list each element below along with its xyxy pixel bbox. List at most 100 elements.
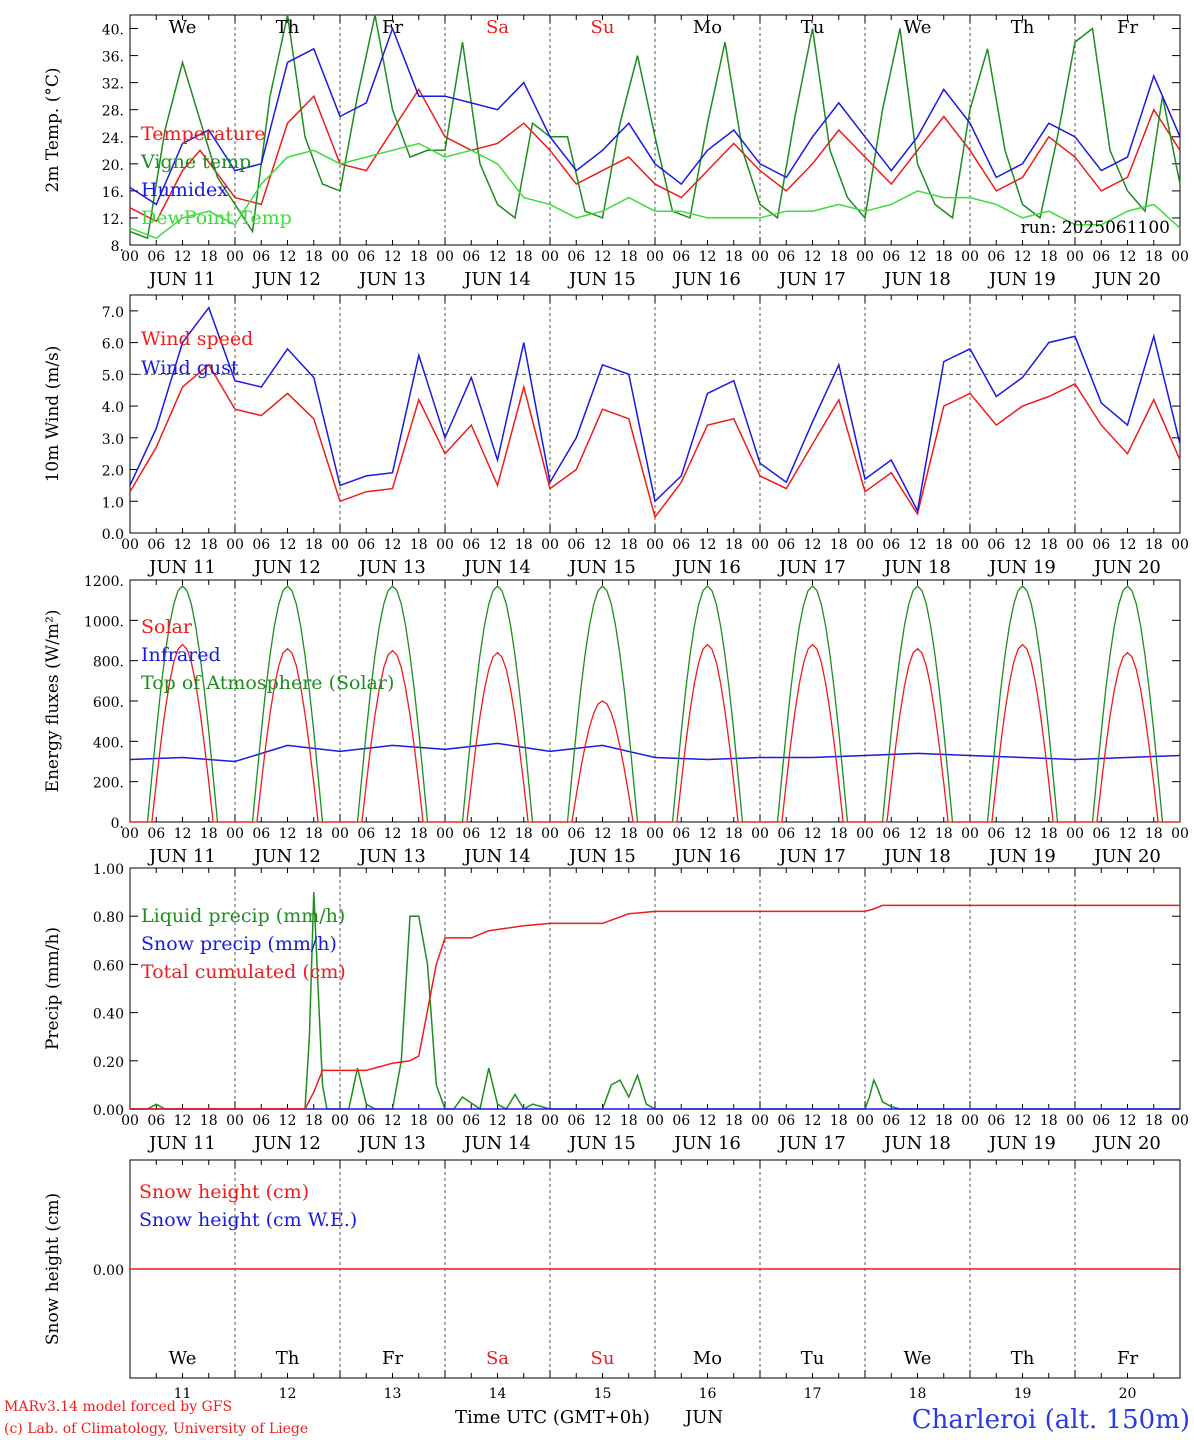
hour-tick-label: 18 bbox=[620, 1113, 638, 1129]
y-tick-label: 7.0 bbox=[102, 305, 124, 321]
hour-tick-label: 00 bbox=[1066, 249, 1084, 265]
hour-tick-label: 00 bbox=[856, 537, 874, 553]
day-number-label: 18 bbox=[909, 1386, 927, 1402]
date-label: JUN 15 bbox=[567, 846, 636, 867]
y-tick-label: 0. bbox=[111, 816, 124, 832]
y-tick-label: 400. bbox=[93, 735, 124, 751]
hour-tick-label: 18 bbox=[305, 249, 323, 265]
hour-tick-label: 06 bbox=[672, 537, 690, 553]
hour-tick-label: 06 bbox=[672, 826, 690, 842]
hour-tick-label: 00 bbox=[961, 1113, 979, 1129]
panel-wind: 0.0 1.0 2.0 3.0 4.0 5.0 6.0 7.0 10m Wind (m/s) Wi… bbox=[43, 294, 1189, 578]
hour-tick-label: 00 bbox=[751, 826, 769, 842]
date-label: JUN 13 bbox=[357, 1133, 426, 1154]
month-label: JUN bbox=[683, 1407, 723, 1428]
hour-tick-label: 18 bbox=[1040, 1113, 1058, 1129]
hour-tick-label: 12 bbox=[909, 537, 927, 553]
y-tick-label: 600. bbox=[93, 695, 124, 711]
date-label: JUN 18 bbox=[882, 557, 951, 578]
hour-tick-label: 12 bbox=[1014, 1113, 1032, 1129]
date-label: JUN 13 bbox=[357, 846, 426, 867]
hour-tick-label: 18 bbox=[725, 537, 743, 553]
station-name: Charleroi (alt. 150m) bbox=[912, 1405, 1190, 1435]
y-axis-title: Precip (mm/h) bbox=[43, 927, 63, 1050]
hour-tick-label: 18 bbox=[1040, 537, 1058, 553]
hour-tick-label: 12 bbox=[804, 826, 822, 842]
hour-tick-label: 06 bbox=[357, 537, 375, 553]
y-tick-label: 0.60 bbox=[93, 958, 124, 974]
hour-tick-label: 18 bbox=[1040, 826, 1058, 842]
hour-tick-label: 18 bbox=[515, 826, 533, 842]
date-label: JUN 14 bbox=[462, 1133, 531, 1154]
day-number-label: 16 bbox=[699, 1386, 717, 1402]
hour-tick-label: 06 bbox=[252, 249, 270, 265]
hour-tick-label: 18 bbox=[935, 1113, 953, 1129]
hour-tick-label: 12 bbox=[909, 249, 927, 265]
day-number-label: 15 bbox=[594, 1386, 612, 1402]
date-label: JUN 12 bbox=[252, 846, 321, 867]
series-wind-speed bbox=[129, 363, 1181, 519]
hour-tick-label: 00 bbox=[541, 249, 559, 265]
hour-tick-label: 06 bbox=[1092, 826, 1110, 842]
y-tick-label: 0.00 bbox=[93, 1103, 124, 1119]
y-tick-label: 40. bbox=[102, 23, 124, 39]
legend-entry: Vigne temp bbox=[140, 151, 251, 173]
hour-tick-label: 12 bbox=[804, 1113, 822, 1129]
date-label: JUN 20 bbox=[1092, 557, 1161, 578]
hour-tick-label: 12 bbox=[489, 249, 507, 265]
hour-tick-label: 00 bbox=[331, 537, 349, 553]
hour-tick-label: 12 bbox=[1119, 249, 1137, 265]
hour-tick-label: 18 bbox=[725, 249, 743, 265]
date-label: JUN 19 bbox=[987, 1133, 1056, 1154]
date-label: JUN 20 bbox=[1092, 846, 1161, 867]
hour-tick-label: 00 bbox=[961, 826, 979, 842]
day-number-label: 20 bbox=[1119, 1386, 1137, 1402]
hour-tick-label: 18 bbox=[410, 826, 428, 842]
weekday-label: Su bbox=[591, 17, 615, 38]
y-tick-label: 3.0 bbox=[102, 432, 124, 448]
hour-tick-label: 00 bbox=[436, 826, 454, 842]
series-temperature bbox=[129, 87, 1181, 223]
y-tick-label: 28. bbox=[102, 104, 124, 120]
hour-tick-label: 00 bbox=[121, 1113, 139, 1129]
y-tick-label: 2.0 bbox=[102, 464, 124, 480]
weekday-label: Tu bbox=[801, 17, 825, 38]
run-annotation: run: 2025061100 bbox=[1021, 218, 1170, 238]
y-tick-label: 0.40 bbox=[93, 1007, 124, 1023]
hour-tick-label: 18 bbox=[620, 826, 638, 842]
hour-tick-label: 00 bbox=[856, 249, 874, 265]
y-tick-label: 1.00 bbox=[93, 862, 124, 878]
hour-tick-label: 06 bbox=[777, 249, 795, 265]
hour-tick-label: 18 bbox=[1145, 826, 1163, 842]
hour-tick-label: 12 bbox=[384, 826, 402, 842]
hour-tick-label: 06 bbox=[462, 249, 480, 265]
date-label: JUN 15 bbox=[567, 1133, 636, 1154]
weekday-label: We bbox=[169, 1348, 197, 1369]
hour-tick-label: 06 bbox=[147, 826, 165, 842]
hour-tick-label: 00 bbox=[121, 826, 139, 842]
hour-tick-label: 00 bbox=[646, 1113, 664, 1129]
date-label: JUN 11 bbox=[147, 846, 216, 867]
hour-tick-label: 00 bbox=[1171, 826, 1189, 842]
date-label: JUN 18 bbox=[882, 269, 951, 290]
date-label: JUN 17 bbox=[777, 846, 846, 867]
date-label: JUN 15 bbox=[567, 269, 636, 290]
hour-tick-label: 18 bbox=[935, 249, 953, 265]
hour-tick-label: 06 bbox=[357, 249, 375, 265]
date-label: JUN 18 bbox=[882, 1133, 951, 1154]
model-credit: MARv3.14 model forced by GFS bbox=[4, 1399, 232, 1415]
y-tick-label: 24. bbox=[102, 131, 124, 147]
y-tick-label: 0.0 bbox=[102, 527, 124, 543]
hour-tick-label: 18 bbox=[200, 1113, 218, 1129]
y-tick-label: 32. bbox=[102, 77, 124, 93]
hour-tick-label: 06 bbox=[147, 537, 165, 553]
hour-tick-label: 12 bbox=[174, 1113, 192, 1129]
y-tick-label: 0.80 bbox=[93, 910, 124, 926]
hour-tick-label: 00 bbox=[541, 1113, 559, 1129]
hour-tick-label: 06 bbox=[462, 1113, 480, 1129]
y-tick-label: 8. bbox=[111, 239, 124, 255]
y-axis-title: 2m Temp. (°C) bbox=[43, 67, 63, 192]
hour-tick-label: 12 bbox=[1119, 537, 1137, 553]
hour-tick-label: 12 bbox=[909, 1113, 927, 1129]
y-axis-title: Energy fluxes (W/m²) bbox=[43, 610, 63, 793]
